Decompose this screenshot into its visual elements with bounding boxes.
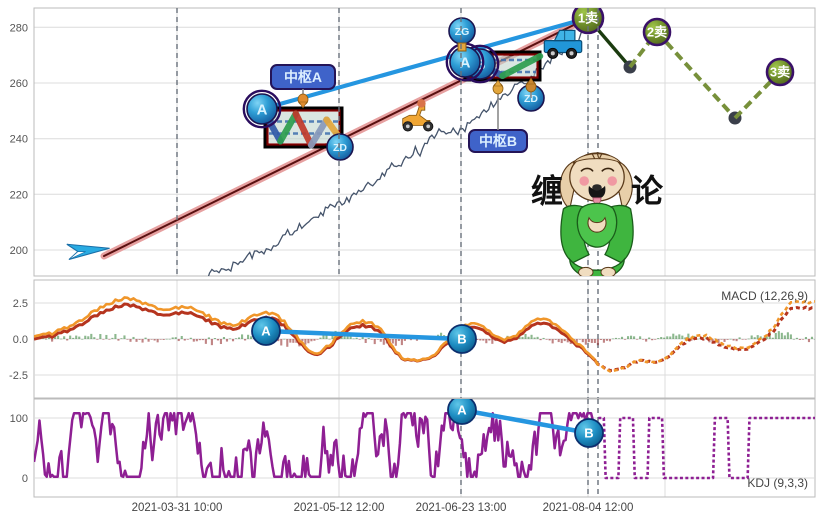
svg-text:2021-06-23 13:00: 2021-06-23 13:00	[416, 502, 507, 514]
svg-text:A: A	[457, 403, 467, 418]
svg-text:A: A	[261, 324, 271, 339]
svg-text:0.0: 0.0	[13, 334, 28, 346]
svg-text:B: B	[457, 332, 466, 347]
svg-text:ZD: ZD	[333, 142, 347, 154]
svg-text:240: 240	[10, 134, 28, 146]
svg-text:缠: 缠	[531, 173, 563, 209]
svg-text:100: 100	[10, 413, 28, 425]
svg-text:2021-03-31 10:00: 2021-03-31 10:00	[132, 502, 223, 514]
svg-text:2021-08-04 12:00: 2021-08-04 12:00	[543, 502, 634, 514]
svg-text:KDJ (9,3,3): KDJ (9,3,3)	[747, 476, 808, 490]
svg-text:2卖: 2卖	[647, 25, 667, 40]
svg-text:0: 0	[22, 473, 28, 485]
svg-text:2.5: 2.5	[13, 298, 28, 310]
svg-text:-2.5: -2.5	[9, 370, 28, 382]
svg-text:220: 220	[10, 189, 28, 201]
svg-text:260: 260	[10, 78, 28, 90]
svg-text:2021-05-12 12:00: 2021-05-12 12:00	[294, 502, 385, 514]
svg-text:280: 280	[10, 22, 28, 34]
svg-text:中枢A: 中枢A	[284, 69, 322, 85]
svg-text:MACD (12,26,9): MACD (12,26,9)	[721, 289, 808, 303]
svg-text:中枢B: 中枢B	[479, 133, 517, 149]
svg-text:A: A	[257, 101, 268, 118]
svg-text:ZG: ZG	[455, 26, 470, 38]
svg-text:B: B	[584, 426, 593, 441]
svg-text:200: 200	[10, 245, 28, 257]
svg-text:3卖: 3卖	[770, 65, 790, 80]
svg-text:论: 论	[631, 173, 664, 209]
